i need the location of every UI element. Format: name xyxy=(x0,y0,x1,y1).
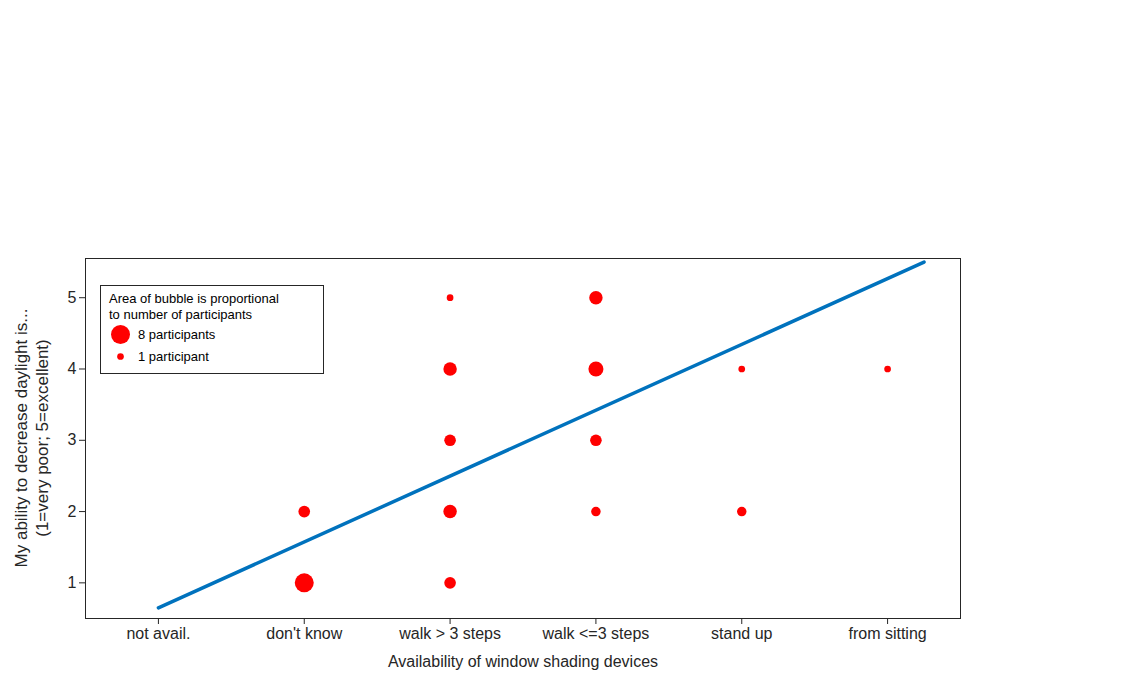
svg-text:5: 5 xyxy=(68,289,77,306)
svg-text:walk > 3 steps: walk > 3 steps xyxy=(398,625,501,642)
svg-text:walk <=3 steps: walk <=3 steps xyxy=(542,625,650,642)
html-text:to number of participants: to number of participants xyxy=(109,307,253,322)
html-text:Area of bubble is proportional: Area of bubble is proportional xyxy=(109,291,279,306)
svg-text:from sitting: from sitting xyxy=(848,625,926,642)
svg-text:Availability of window shading: Availability of window shading devices xyxy=(388,653,658,670)
svg-text:stand up: stand up xyxy=(711,625,772,642)
svg-text:4: 4 xyxy=(68,360,77,377)
svg-text:1: 1 xyxy=(68,574,77,591)
svg-text:2: 2 xyxy=(68,503,77,520)
svg-text:not avail.: not avail. xyxy=(126,625,190,642)
html-text:8 participants: 8 participants xyxy=(138,326,216,342)
svg-text:don't know: don't know xyxy=(266,625,342,642)
html-text:1 participant: 1 participant xyxy=(138,348,209,364)
html-text:(1=very poor; 5=excellent): (1=very poor; 5=excellent) xyxy=(33,339,52,537)
svg-text:3: 3 xyxy=(68,431,77,448)
html-text:My ability to decrease dayligh: My ability to decrease daylight is... xyxy=(12,308,31,568)
